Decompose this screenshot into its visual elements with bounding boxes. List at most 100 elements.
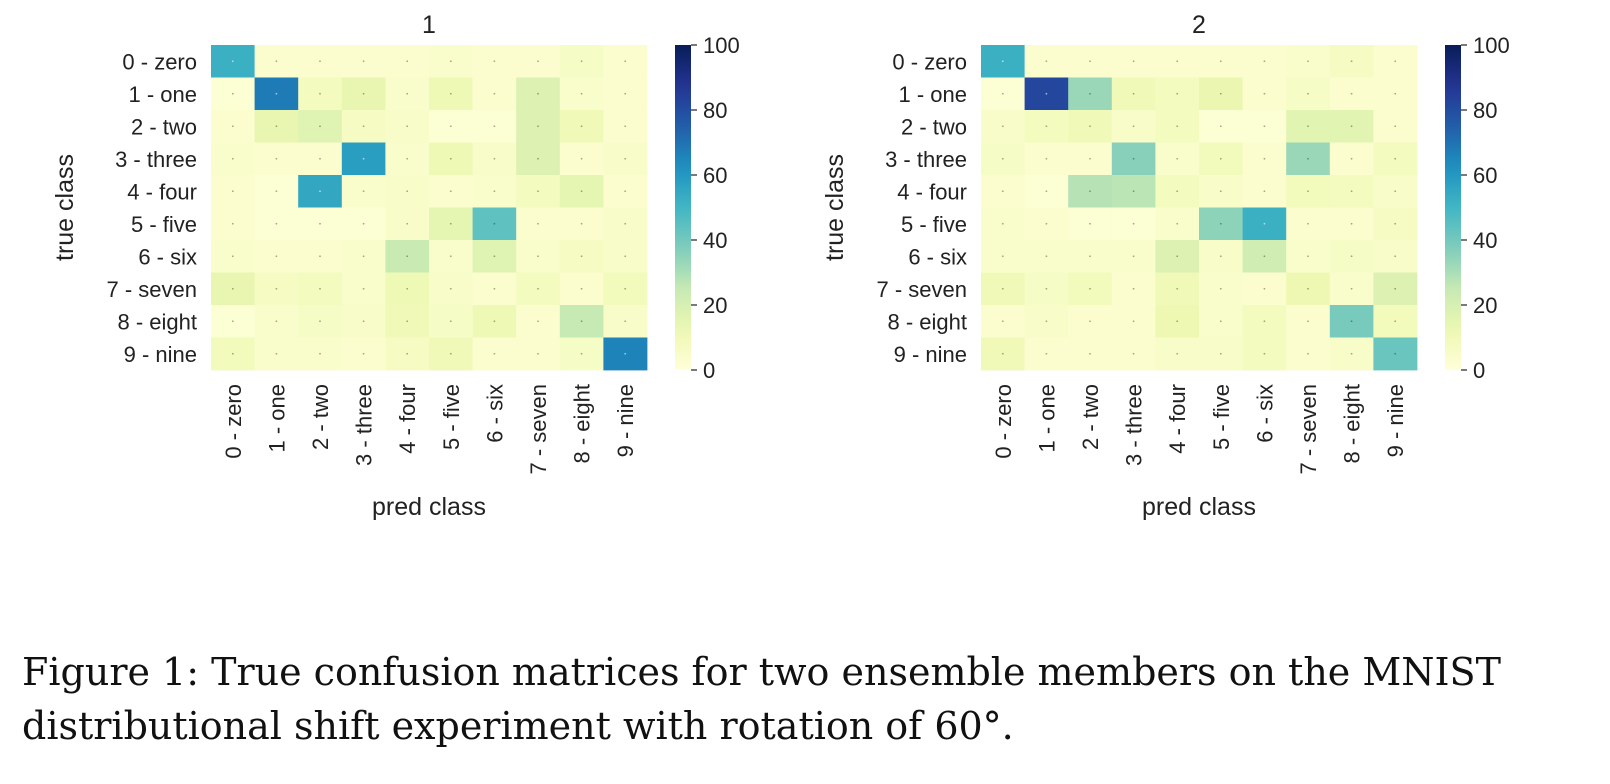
heatmap-cell <box>559 110 604 143</box>
cell-marker <box>1350 60 1353 63</box>
heatmap-cell <box>559 45 604 78</box>
cell-marker <box>449 157 452 160</box>
y-tick-label: 0 - zero <box>892 49 967 74</box>
cell-marker <box>1394 255 1397 258</box>
cell-marker <box>1263 157 1266 160</box>
cell-marker <box>1350 125 1353 128</box>
y-tick-label: 4 - four <box>897 179 967 204</box>
cell-marker <box>1045 125 1048 128</box>
cell-marker <box>1219 352 1222 355</box>
heatmap-cell <box>1068 45 1113 78</box>
panel-title: 1 <box>422 11 436 39</box>
heatmap-cell <box>559 337 604 371</box>
colorbar-tick-label: 20 <box>1473 293 1497 318</box>
heatmap-cell <box>385 272 430 306</box>
colorbar-tick-label: 40 <box>1473 228 1497 253</box>
heatmap-cell <box>211 175 255 208</box>
heatmap-cell <box>603 272 648 306</box>
heatmap-cell <box>298 110 343 143</box>
cell-marker <box>1001 157 1004 160</box>
heatmap-cell <box>1286 142 1331 176</box>
cell-marker <box>1045 352 1048 355</box>
x-axis-label: pred class <box>1142 493 1256 521</box>
cell-marker <box>319 287 321 290</box>
cell-marker <box>1132 157 1135 160</box>
cell-marker <box>1132 255 1135 258</box>
y-tick-label: 1 - one <box>129 82 198 107</box>
heatmap-cell <box>1373 77 1418 111</box>
heatmap-cell <box>1242 142 1287 176</box>
cell-marker <box>1307 60 1309 63</box>
cell-marker <box>1263 287 1266 290</box>
cell-marker <box>1350 255 1353 258</box>
cell-marker <box>319 92 321 95</box>
heatmap-cell <box>1024 142 1069 176</box>
cell-marker <box>624 92 627 95</box>
cell-marker <box>231 92 234 95</box>
cell-marker <box>1176 222 1179 225</box>
cell-marker <box>493 222 496 225</box>
cell-marker <box>1001 60 1004 63</box>
cell-marker <box>1307 287 1309 290</box>
cell-marker <box>537 352 539 355</box>
heatmap-cell <box>559 305 604 338</box>
cell-marker <box>1045 157 1048 160</box>
heatmap-cell <box>1024 272 1069 306</box>
cell-marker <box>406 352 409 355</box>
heatmap-cell <box>1329 45 1374 78</box>
heatmap-cell <box>1329 142 1374 176</box>
cell-marker <box>319 222 321 225</box>
cell-marker <box>537 190 539 193</box>
cell-marker <box>1089 125 1091 128</box>
cell-marker <box>537 255 539 258</box>
y-tick-label: 2 - two <box>131 114 197 139</box>
heatmap-cell <box>385 240 430 273</box>
cell-marker <box>580 60 583 63</box>
heatmap-cell <box>603 77 648 111</box>
heatmap-cell <box>603 240 648 273</box>
y-tick-label: 7 - seven <box>877 277 968 302</box>
heatmap-cell <box>211 77 255 111</box>
colorbar-tick-label: 0 <box>1473 358 1485 383</box>
heatmap-cell <box>298 142 343 176</box>
cell-marker <box>580 222 583 225</box>
heatmap-cell <box>1111 337 1156 371</box>
cell-marker <box>1132 222 1135 225</box>
heatmap-cell <box>981 77 1025 111</box>
cell-marker <box>1307 125 1309 128</box>
heatmap-cell <box>385 175 430 208</box>
cell-marker <box>406 190 409 193</box>
y-tick-label: 7 - seven <box>107 277 198 302</box>
cell-marker <box>1219 222 1222 225</box>
heatmap-cell <box>516 272 561 306</box>
heatmap-cell <box>516 337 561 371</box>
cell-marker <box>275 92 278 95</box>
cell-marker <box>362 320 365 323</box>
heatmap-cell <box>1286 45 1331 78</box>
confusion-matrix-2: 2 0 - zero 1 - one 2 - two 3 - three 4 - four… <box>821 11 1510 521</box>
cell-marker <box>275 287 278 290</box>
heatmap-cell <box>472 240 517 273</box>
heatmap-cell <box>298 272 343 306</box>
cell-marker <box>1394 125 1397 128</box>
heatmap-cell <box>1286 272 1331 306</box>
cell-marker <box>1132 320 1135 323</box>
cell-marker <box>580 352 583 355</box>
heatmap-cell <box>254 337 299 371</box>
cell-marker <box>1263 222 1266 225</box>
heatmap-cell <box>254 142 299 176</box>
heatmap-cell <box>559 142 604 176</box>
heatmap-cell <box>1199 207 1243 241</box>
heatmap-cell <box>298 337 343 371</box>
x-tick-label: 9 - nine <box>1383 384 1408 457</box>
heatmap-cell <box>981 337 1025 371</box>
cell-marker <box>231 125 234 128</box>
cell-marker <box>624 190 627 193</box>
cell-marker <box>1176 190 1179 193</box>
x-tick-label: 6 - six <box>1252 384 1277 443</box>
cell-marker <box>1350 190 1353 193</box>
colorbar-tick-label: 60 <box>703 163 727 188</box>
heatmap-cell <box>1242 305 1287 338</box>
heatmap-cell <box>341 272 386 306</box>
heatmap-cell <box>1286 337 1331 371</box>
